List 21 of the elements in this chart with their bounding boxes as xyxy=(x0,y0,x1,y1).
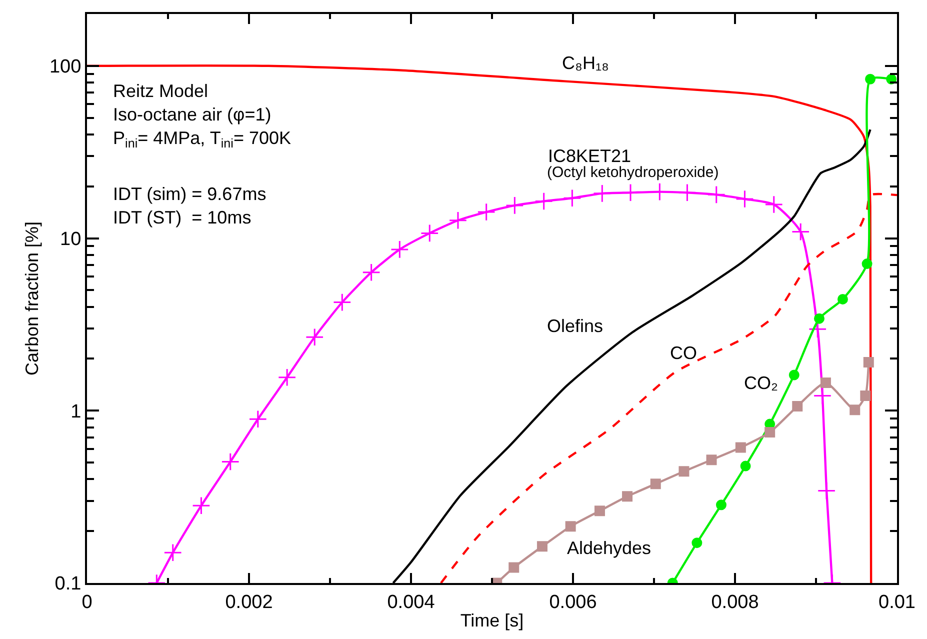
x-tick-label: 0.004 xyxy=(387,592,436,613)
x-tick-label: 0 xyxy=(82,592,92,613)
x-tick-label: 0.002 xyxy=(225,592,273,613)
series-label: CO xyxy=(670,343,697,363)
series-label: C₈H₁₈ xyxy=(562,53,609,73)
y-tick-label: 1 xyxy=(70,401,82,422)
series-label: IC8KET21 xyxy=(548,146,632,166)
y-tick-label: 0.1 xyxy=(54,574,82,595)
x-tick-label: 0.01 xyxy=(878,592,916,613)
y-axis-title: Carbon fraction [%] xyxy=(22,221,42,376)
y-tick-label: 10 xyxy=(60,228,82,250)
series-label: CO₂ xyxy=(744,373,778,393)
annotation: Reitz Model Iso-octane air (φ=1) P$_{ini}$= 4MPa, T$_{ini}$= 700K xyxy=(113,81,292,151)
series-label: Aldehydes xyxy=(567,538,652,558)
x-tick-label: 0.006 xyxy=(549,592,597,613)
annotation: (Octyl ketohydroperoxide) xyxy=(547,164,719,181)
annotation: IDT (sim) = 9.67ms IDT (ST) = 10ms xyxy=(113,184,266,228)
series-label: Olefins xyxy=(547,316,604,336)
y-tick-label: 100 xyxy=(49,56,82,78)
x-axis-title: Time [s] xyxy=(460,610,524,630)
x-tick-label: 0.008 xyxy=(711,592,759,613)
